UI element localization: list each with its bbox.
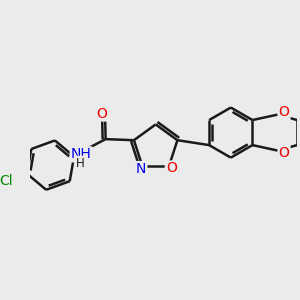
Text: O: O xyxy=(166,161,177,176)
Text: Cl: Cl xyxy=(0,174,13,188)
Text: N: N xyxy=(136,162,146,176)
Text: O: O xyxy=(279,146,289,160)
Text: O: O xyxy=(279,105,289,119)
Text: NH: NH xyxy=(71,147,92,161)
Text: O: O xyxy=(96,106,107,121)
Text: H: H xyxy=(76,157,84,169)
